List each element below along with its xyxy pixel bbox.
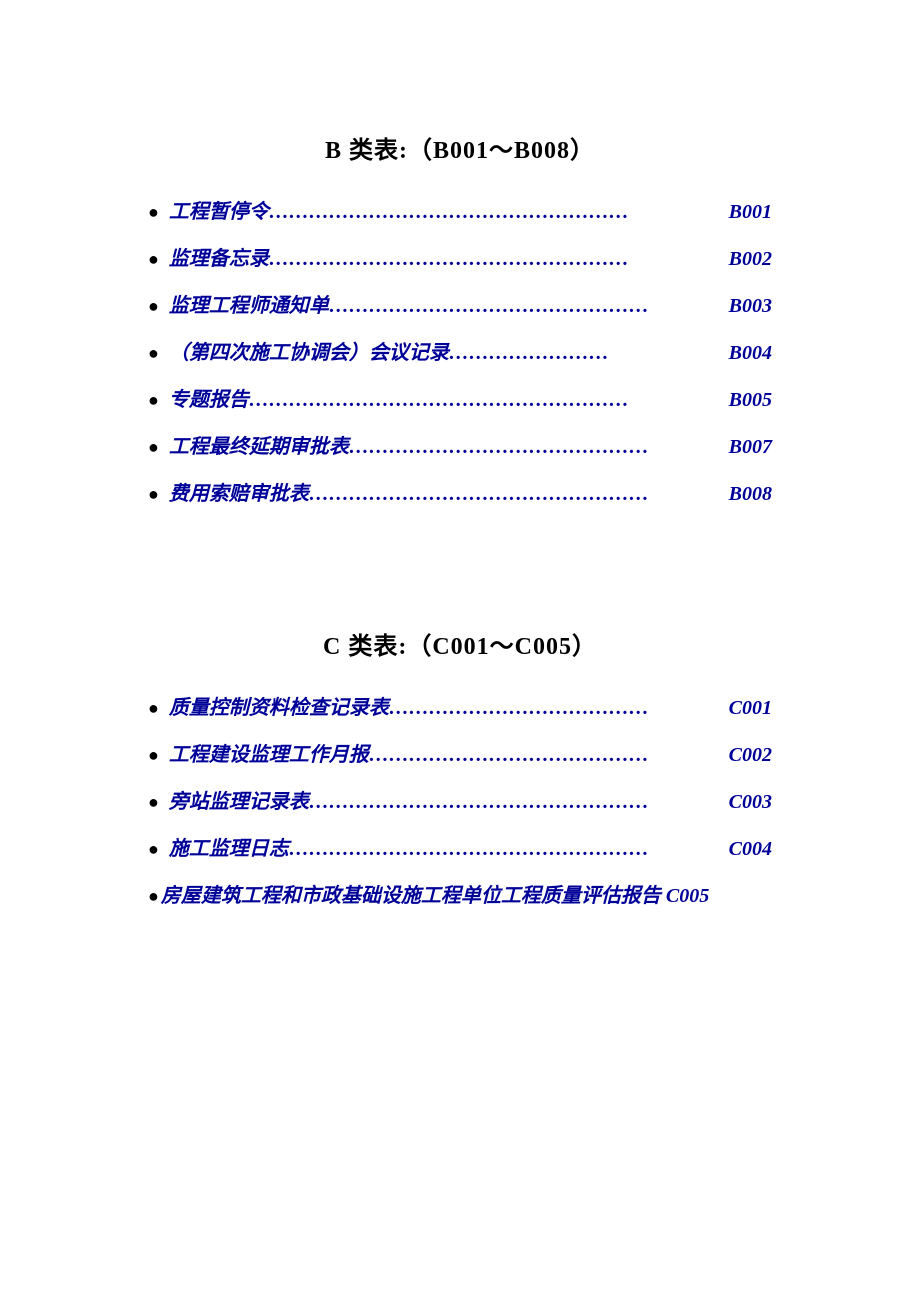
toc-item[interactable]: ● 监理备忘录 ……………………………………………… B002 — [148, 242, 772, 271]
toc-item[interactable]: ● 工程最终延期审批表 ……………………………………… B007 — [148, 430, 772, 459]
toc-dots: ……………………………………………… — [289, 838, 729, 861]
bullet-icon: ● — [148, 390, 159, 411]
bullet-icon: ● — [148, 745, 159, 766]
toc-dots: ………………………………………… — [329, 295, 729, 318]
toc-item-code: C003 — [729, 791, 772, 814]
toc-item[interactable]: ● 费用索赔审批表 …………………………………………… B008 — [148, 477, 772, 506]
toc-item-code: C004 — [729, 838, 772, 861]
toc-dots: ……………………………………… — [349, 436, 729, 459]
toc-item-label: 质量控制资料检查记录表 — [169, 691, 389, 720]
toc-dots: ………………………………… — [389, 697, 729, 720]
toc-item-code: B007 — [729, 436, 772, 459]
toc-item[interactable]: ● 监理工程师通知单 ………………………………………… B003 — [148, 289, 772, 318]
toc-item-code: B003 — [729, 295, 772, 318]
toc-item-label: 专题报告 — [169, 383, 249, 412]
section-b: B 类表:（B001～B008） ● 工程暂停令 ………………………………………… — [0, 130, 920, 506]
toc-item-label: （第四次施工协调会）会议记录 — [169, 336, 449, 365]
toc-dots: …………………… — [449, 342, 729, 365]
toc-item[interactable]: ● （第四次施工协调会）会议记录 …………………… B004 — [148, 336, 772, 365]
toc-dots: ………………………………………………… — [249, 389, 729, 412]
toc-item[interactable]: ● 质量控制资料检查记录表 ………………………………… C001 — [148, 691, 772, 720]
toc-item[interactable]: ● 工程暂停令 ……………………………………………… B001 — [148, 195, 772, 224]
toc-item-label: 房屋建筑工程和市政基础设施工程单位工程质量评估报告 — [161, 879, 661, 908]
toc-item[interactable]: ● 工程建设监理工作月报 …………………………………… C002 — [148, 738, 772, 767]
toc-item-label: 工程建设监理工作月报 — [169, 738, 369, 767]
toc-dots: …………………………………………… — [309, 791, 729, 814]
bullet-icon: ● — [148, 484, 159, 505]
toc-item-label: 费用索赔审批表 — [169, 477, 309, 506]
toc-item-label: 工程暂停令 — [169, 195, 269, 224]
toc-item-code: C001 — [729, 697, 772, 720]
toc-item-code: B004 — [729, 342, 772, 365]
bullet-icon: ● — [148, 249, 159, 270]
toc-item-code: C002 — [729, 744, 772, 767]
toc-dots: ……………………………………………… — [269, 248, 729, 271]
toc-item[interactable]: ● 施工监理日志 ……………………………………………… C004 — [148, 832, 772, 861]
toc-item[interactable]: ● 专题报告 ………………………………………………… B005 — [148, 383, 772, 412]
toc-dots: …………………………………… — [369, 744, 729, 767]
section-c-title: C 类表:（C001～C005） — [0, 626, 920, 661]
toc-item[interactable]: ● 房屋建筑工程和市政基础设施工程单位工程质量评估报告 C005 — [148, 879, 772, 908]
toc-dots: ……………………………………………… — [269, 201, 729, 224]
toc-item-code: B005 — [729, 389, 772, 412]
section-c: C 类表:（C001～C005） ● 质量控制资料检查记录表 ………………………… — [0, 626, 920, 908]
bullet-icon: ● — [148, 839, 159, 860]
toc-item-code: C005 — [666, 885, 709, 908]
toc-item-code: B008 — [729, 483, 772, 506]
bullet-icon: ● — [148, 698, 159, 719]
toc-item-label: 工程最终延期审批表 — [169, 430, 349, 459]
toc-dots: …………………………………………… — [309, 483, 729, 506]
toc-item-code: B002 — [729, 248, 772, 271]
toc-item-code: B001 — [729, 201, 772, 224]
bullet-icon: ● — [148, 202, 159, 223]
toc-item-label: 监理工程师通知单 — [169, 289, 329, 318]
toc-list-c: ● 质量控制资料检查记录表 ………………………………… C001 ● 工程建设监… — [0, 691, 920, 908]
bullet-icon: ● — [148, 343, 159, 364]
toc-item-label: 施工监理日志 — [169, 832, 289, 861]
bullet-icon: ● — [148, 792, 159, 813]
bullet-icon: ● — [148, 886, 159, 907]
section-b-title: B 类表:（B001～B008） — [0, 130, 920, 165]
bullet-icon: ● — [148, 437, 159, 458]
toc-list-b: ● 工程暂停令 ……………………………………………… B001 ● 监理备忘录 … — [0, 195, 920, 506]
toc-item-label: 旁站监理记录表 — [169, 785, 309, 814]
toc-item[interactable]: ● 旁站监理记录表 …………………………………………… C003 — [148, 785, 772, 814]
toc-item-label: 监理备忘录 — [169, 242, 269, 271]
bullet-icon: ● — [148, 296, 159, 317]
